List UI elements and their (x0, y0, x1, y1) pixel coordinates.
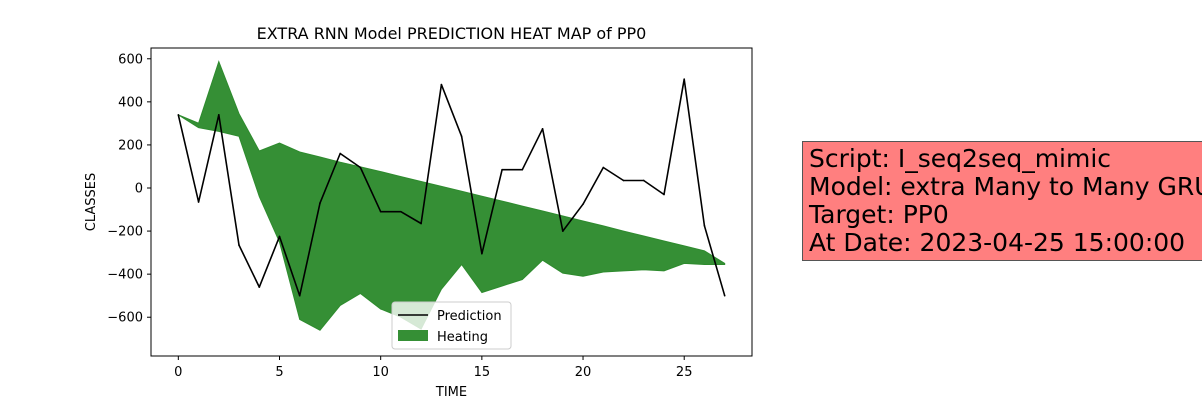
prediction-point (663, 193, 665, 196)
info-script-line: Script: I_seq2seq_mimic (809, 144, 1112, 173)
prediction-point (278, 235, 281, 238)
legend-heating-swatch (398, 330, 428, 341)
prediction-point (683, 78, 686, 81)
legend-prediction-label: Prediction (437, 309, 502, 324)
x-tick-label: 15 (474, 365, 491, 380)
prediction-point (481, 252, 483, 255)
prediction-point (501, 168, 503, 171)
chart-title: EXTRA RNN Model PREDICTION HEAT MAP of P… (257, 24, 647, 43)
prediction-point (602, 166, 605, 169)
y-tick-label: −200 (107, 225, 143, 240)
legend-heating-label: Heating (437, 330, 488, 345)
x-tick-label: 10 (372, 365, 389, 380)
x-axis: 0 5 10 15 20 25 (174, 356, 692, 380)
info-date-line: At Date: 2023-04-25 15:00:00 (809, 228, 1186, 257)
prediction-point (238, 244, 240, 246)
x-tick-label: 20 (575, 365, 592, 380)
prediction-point (541, 127, 544, 130)
prediction-point (197, 201, 200, 203)
prediction-point (642, 179, 645, 182)
prediction-point (379, 210, 382, 213)
y-tick-label: 600 (118, 52, 143, 67)
heating-area (178, 60, 726, 331)
prediction-point (723, 294, 726, 297)
legend: Prediction Heating (391, 301, 512, 350)
prediction-point (561, 230, 564, 232)
prediction-point (521, 168, 524, 171)
prediction-point (319, 202, 321, 204)
y-tick-label: −400 (107, 268, 143, 283)
y-tick-label: 200 (118, 138, 143, 153)
prediction-point (582, 203, 584, 205)
prediction-point (420, 222, 422, 225)
chart: EXTRA RNN Model PREDICTION HEAT MAP of P… (84, 24, 753, 400)
y-axis: −600 −400 −200 0 200 400 600 (107, 52, 151, 326)
prediction-line (177, 78, 726, 297)
y-axis-label: CLASSES (84, 173, 99, 231)
prediction-point (177, 113, 180, 116)
info-model-line: Model: extra Many to Many GRU (809, 172, 1202, 201)
prediction-point (339, 152, 342, 155)
x-tick-label: 5 (275, 365, 283, 380)
info-box: Script: I_seq2seq_mimic Model: extra Man… (802, 141, 1202, 261)
x-tick-label: 0 (174, 365, 182, 380)
plot-frame (150, 47, 753, 357)
x-axis-label: TIME (435, 385, 467, 400)
y-tick-label: 0 (135, 182, 143, 197)
prediction-point (440, 83, 443, 86)
y-tick-label: −600 (107, 311, 143, 326)
prediction-point (217, 113, 220, 116)
info-target-line: Target: PP0 (809, 200, 949, 229)
prediction-point (359, 166, 362, 169)
y-tick-label: 400 (118, 95, 143, 110)
prediction-point (460, 135, 463, 138)
prediction-point (258, 286, 261, 288)
prediction-point (400, 210, 402, 213)
x-tick-label: 25 (676, 365, 693, 380)
prediction-point (622, 179, 625, 182)
prediction-point (298, 294, 301, 297)
prediction-point (703, 224, 706, 227)
plot-area (177, 60, 726, 331)
